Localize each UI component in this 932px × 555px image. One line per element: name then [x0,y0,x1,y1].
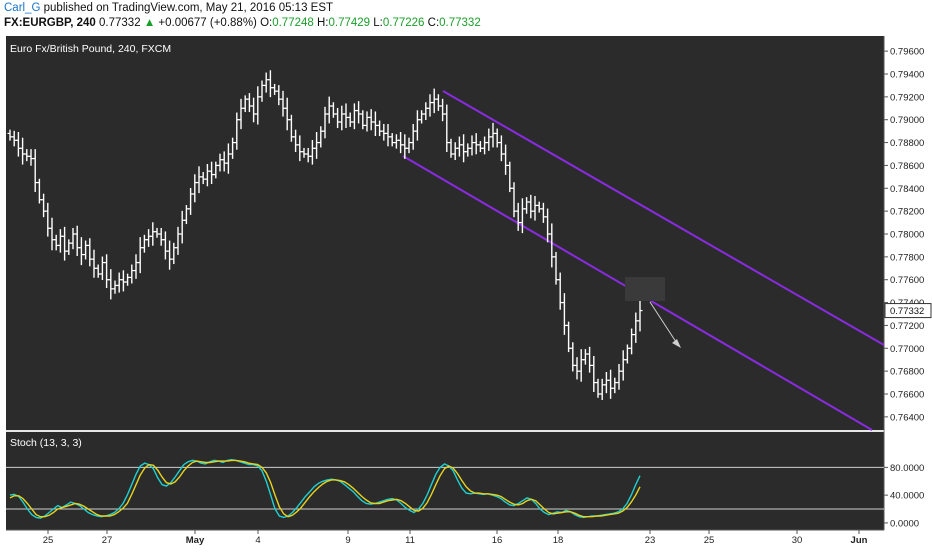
time-tick-label: 27 [102,535,113,546]
time-tick-label: 16 [492,535,503,546]
projection-arrow[interactable] [649,301,679,346]
price-tick-label: 0.76400 [890,412,924,423]
open-value: 0.77248 [272,17,314,29]
publish-line: Carl_G published on TradingView.com, May… [4,2,333,14]
close-value: 0.77332 [439,17,481,29]
price-tick-label: 0.76600 [890,390,924,401]
high-value: 0.77429 [328,17,371,29]
last-price-tag-text: 0.77332 [890,306,924,317]
stoch-tick-label: 80.0000 [890,463,924,474]
price-axis-ticks: 0.79600 0.79400 0.79200 0.79000 0.78800 0.786… [884,47,924,423]
last-price-tag-box [884,303,932,319]
high-label: H: [317,17,329,29]
stoch-pane-bg [6,432,884,530]
time-tick-label: 25 [43,535,54,546]
ohlc-bar [637,300,643,332]
time-tick-label: 23 [645,535,656,546]
chart-header: Carl_G published on TradingView.com, May… [0,0,932,34]
last-price: 0.77332 [99,17,141,29]
price-tick-label: 0.77600 [890,275,924,286]
price-tick-label: 0.78200 [890,207,924,218]
price-tick-label: 0.78800 [890,138,924,149]
price-tick-label: 0.79200 [890,92,924,103]
price-tick-label: 0.78400 [890,184,924,195]
stoch-axis-ticks: 80.0000 40.0000 0.0000 [884,463,924,529]
time-tick-label: 9 [345,535,350,546]
chart-svg[interactable]: 0.79600 0.79400 0.79200 0.79000 0.78800 0.786… [0,34,932,550]
price-tick-label: 0.76800 [890,367,924,378]
stoch-k-line [9,458,641,519]
time-axis-bg [0,530,932,550]
price-change: +0.00677 (+0.88%) [158,17,257,29]
price-tick-label: 0.78000 [890,230,924,241]
close-label: C: [427,17,440,29]
low-label: L: [373,17,383,29]
stoch-d-line [9,459,641,518]
price-tick-label: 0.79000 [890,115,924,126]
price-tick-label: 0.77200 [890,321,924,332]
low-value: 0.77226 [382,17,425,29]
annotation-box[interactable] [625,277,665,301]
time-tick-label: Jun [851,535,868,546]
time-tick-label: May [186,535,205,546]
open-label: O: [260,17,273,29]
price-axis-bg [884,36,932,530]
projection-arrow-head [672,339,681,348]
time-axis-ticks: 25 27 May 4 9 11 16 18 23 25 30 Jun [43,530,868,546]
symbol-line: FX:EURGBP, 240 0.77332 ▲ +0.00677 (+0.88… [4,17,481,29]
stoch-tick-label: 40.0000 [890,491,924,502]
price-tick-label: 0.79400 [890,70,924,81]
price-tick-label: 0.77000 [890,344,924,355]
price-pane-bg [6,36,884,430]
publish-info: published on TradingView.com, May 21, 20… [43,2,334,14]
time-tick-label: 18 [553,535,564,546]
stoch-tick-label: 0.0000 [890,518,919,529]
channel-upper-line[interactable] [442,90,885,346]
time-tick-label: 4 [255,535,260,546]
price-tick-label: 0.77800 [890,252,924,263]
time-tick-label: 25 [704,535,715,546]
up-arrow-icon: ▲ [143,17,156,29]
ohlc-bars [7,70,643,401]
chart-title: Euro Fx/British Pound, 240, FXCM [10,43,171,55]
chart-area[interactable]: 0.79600 0.79400 0.79200 0.79000 0.78800 0.786… [0,34,932,550]
stoch-title: Stoch (13, 3, 3) [10,437,82,449]
price-tick-label: 0.78600 [890,161,924,172]
stoch-lines [9,458,641,519]
last-price-tag: 0.77332 [884,303,932,319]
author-link[interactable]: Carl_G [4,2,41,14]
time-tick-label: 11 [405,535,415,546]
time-tick-label: 30 [792,535,803,546]
symbol-label: FX:EURGBP, 240 [4,17,96,29]
price-tick-label: 0.79600 [890,47,924,58]
